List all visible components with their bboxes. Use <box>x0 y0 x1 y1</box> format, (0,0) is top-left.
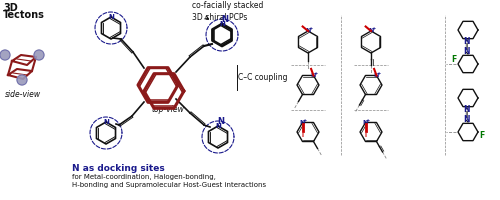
Circle shape <box>34 50 44 60</box>
Text: N: N <box>222 15 228 24</box>
Text: N: N <box>300 120 305 125</box>
Text: N: N <box>463 46 469 55</box>
Text: N: N <box>108 14 114 20</box>
Text: +: + <box>308 26 312 31</box>
Text: F: F <box>480 132 484 140</box>
Text: N: N <box>463 114 469 123</box>
Text: N: N <box>463 38 469 46</box>
Text: +: + <box>303 118 307 123</box>
Text: N: N <box>215 123 221 129</box>
Circle shape <box>0 50 10 60</box>
Text: N: N <box>374 73 379 78</box>
Circle shape <box>17 75 27 85</box>
Text: +: + <box>372 26 376 31</box>
Text: N as docking sites: N as docking sites <box>72 164 165 173</box>
Text: ‖: ‖ <box>464 112 468 118</box>
Text: I: I <box>364 133 366 138</box>
Text: for Metal-coordination, Halogen-bonding,
H-bonding and Supramolecular Host-Guest: for Metal-coordination, Halogen-bonding,… <box>72 174 266 188</box>
Text: +: + <box>366 118 370 123</box>
Text: top-view: top-view <box>152 105 184 114</box>
Text: N: N <box>306 28 310 33</box>
Text: N: N <box>219 21 225 27</box>
Text: I: I <box>302 133 304 138</box>
Text: N: N <box>463 106 469 114</box>
Text: N: N <box>311 73 316 78</box>
Text: N: N <box>103 119 109 125</box>
Text: N: N <box>363 120 368 125</box>
Text: N: N <box>218 117 224 126</box>
Text: co-facially stacked
3D chiral PCPs: co-facially stacked 3D chiral PCPs <box>192 1 264 22</box>
Text: N: N <box>368 28 374 33</box>
Text: C–C coupling: C–C coupling <box>238 73 288 82</box>
Text: +: + <box>314 71 318 76</box>
Text: Tectons: Tectons <box>3 10 45 20</box>
Text: ‖: ‖ <box>464 44 468 50</box>
Text: side-view: side-view <box>5 90 41 99</box>
Text: F: F <box>452 55 456 64</box>
Text: +: + <box>377 71 381 76</box>
Text: 3D: 3D <box>3 3 18 13</box>
